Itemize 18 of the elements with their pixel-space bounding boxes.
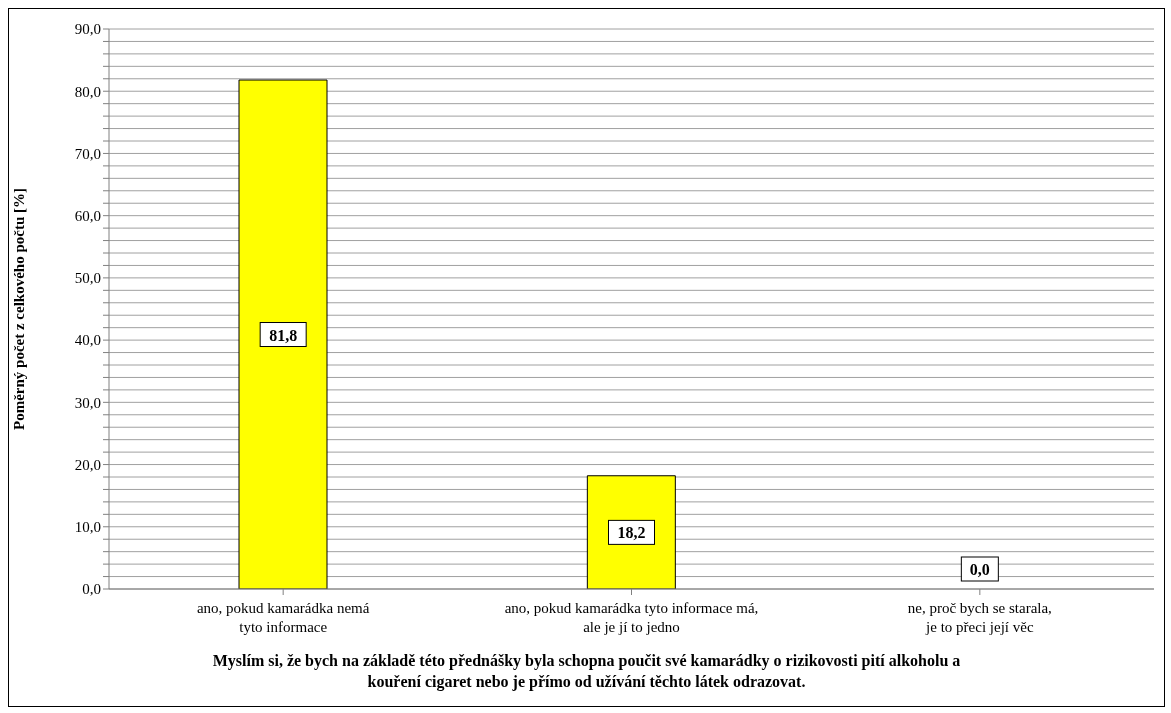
data-label: 81,8 xyxy=(269,326,298,344)
y-tick-label: 70,0 xyxy=(74,145,101,162)
x-axis-title: Myslím si, že bych na základě této přednášky byla schopna poučit své kamarádky o rizikovosti pití alkoholu a kouření cigaret nebo je přímo od užívání těchto látek odrazovat. xyxy=(211,651,962,692)
y-tick-label: 60,0 xyxy=(74,207,101,224)
y-tick-label: 80,0 xyxy=(74,83,101,100)
x-tick-label: ano, pokud kamarádka tyto informace má, ale je jí to jedno xyxy=(504,600,759,635)
data-label: 0,0 xyxy=(969,561,990,578)
y-tick-label: 90,0 xyxy=(74,21,101,38)
y-tick-label: 10,0 xyxy=(74,519,101,536)
y-tick-label: 0,0 xyxy=(82,581,101,598)
y-tick-label: 50,0 xyxy=(74,270,101,287)
data-label: 18,2 xyxy=(617,524,646,542)
y-axis-title: Poměrný počet z celkového počtu [%] xyxy=(11,187,28,431)
y-tick-label: 20,0 xyxy=(74,456,101,473)
y-tick-label: 30,0 xyxy=(74,394,101,411)
x-tick-label: ne, proč bych se starala, je to přeci její věc xyxy=(907,600,1052,635)
y-tick-label: 40,0 xyxy=(74,332,101,349)
x-tick-label: ano, pokud kamarádka nemá tyto informace xyxy=(196,600,370,635)
